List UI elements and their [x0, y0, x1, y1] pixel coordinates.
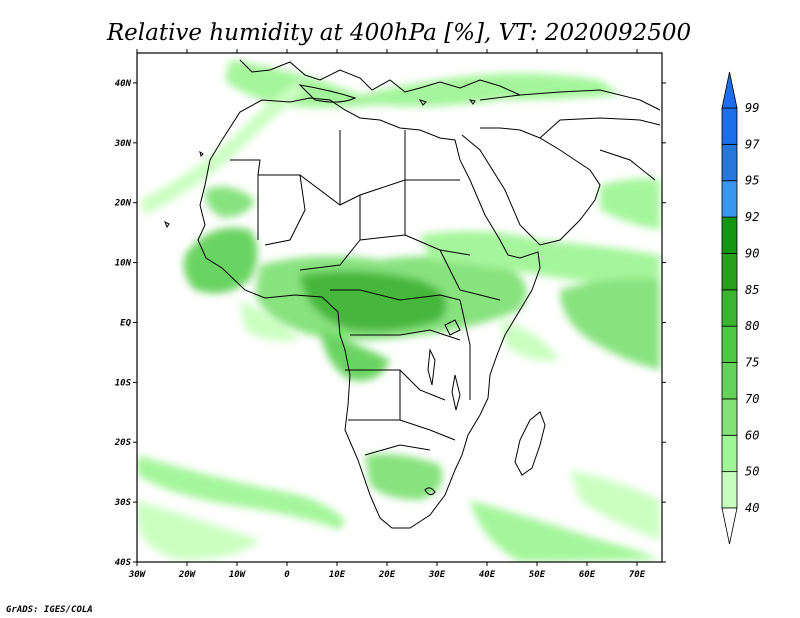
- colorbar-segment: [721, 253, 738, 291]
- colorbar-label: 90: [745, 246, 759, 260]
- colorbar-extend-high: [721, 71, 738, 109]
- lat-tick-label: 10N: [115, 259, 132, 269]
- colorbar-extend-low: [721, 507, 738, 545]
- colorbar-label: 97: [745, 137, 760, 151]
- humidity-patch-west-africa: [183, 227, 258, 294]
- colorbar-segment: [721, 180, 738, 218]
- humidity-patch-east: [420, 231, 660, 290]
- humidity-patch-atlantic-north: [140, 80, 305, 215]
- longitude-axis: 30W 20W 10W 0 10E 20E 30E 40E 50E 60E 70E: [128, 49, 646, 580]
- arabia-coastline: [461, 127, 601, 246]
- lat-tick-label: EQ: [120, 318, 131, 328]
- lon-tick-label: 60E: [579, 570, 596, 580]
- grads-credit: GrADS: IGES/COLA: [6, 605, 93, 615]
- latitude-axis: 40N 30N 20N 10N EQ 10S 20S 30S 40S: [114, 79, 666, 568]
- colorbar-segment: [721, 107, 738, 145]
- colorbar-label: 40: [745, 501, 759, 515]
- humidity-field: [137, 60, 660, 562]
- lon-tick-label: 30W: [128, 570, 147, 580]
- lon-tick-label: 50E: [529, 570, 546, 580]
- colorbar-label: 99: [745, 101, 759, 115]
- colorbar-label: 92: [745, 210, 759, 224]
- lon-tick-label: 30E: [428, 570, 446, 580]
- lat-tick-label: 20N: [114, 199, 132, 209]
- colorbar-label: 75: [745, 356, 759, 370]
- humidity-patch-south-africa: [365, 453, 443, 500]
- coastlines: [164, 59, 661, 529]
- lat-tick-label: 30S: [114, 498, 132, 508]
- colorbar-label: 60: [745, 428, 759, 442]
- colorbar-segment: [721, 325, 738, 363]
- humidity-patch-south-atlantic: [137, 455, 345, 530]
- colorbar-segment: [721, 143, 738, 182]
- plot-frame: [136, 52, 663, 563]
- humidity-patch-indian-ocean: [560, 278, 660, 370]
- colorbar-segment: [721, 471, 738, 509]
- lat-tick-label: 10S: [115, 378, 132, 388]
- lat-tick-label: 40N: [115, 79, 132, 89]
- africa-coastline: [197, 97, 541, 529]
- lake-victoria: [444, 319, 461, 336]
- map-title: Relative humidity at 400hPa [%], VT: 202…: [106, 20, 691, 46]
- colorbar: 40 50 60 70 75 80 85 90 92 95 97 99: [721, 71, 760, 545]
- colorbar-segment: [721, 434, 738, 473]
- colorbar-segment: [721, 216, 738, 254]
- colorbar-segment: [721, 398, 738, 436]
- lon-tick-label: 40E: [479, 570, 496, 580]
- colorbar-label: 80: [745, 319, 759, 333]
- colorbar-label: 85: [745, 283, 759, 297]
- madagascar-coastline: [514, 411, 546, 476]
- lat-tick-label: 40S: [115, 558, 132, 568]
- europe-coastline: [239, 59, 521, 96]
- lon-tick-label: 20E: [378, 570, 396, 580]
- lat-tick-label: 20S: [114, 438, 132, 448]
- colorbar-segment: [721, 362, 738, 400]
- lon-tick-label: 70E: [629, 570, 646, 580]
- colorbar-label: 70: [745, 392, 759, 406]
- lon-tick-label: 20W: [178, 570, 197, 580]
- colorbar-segment: [721, 289, 738, 327]
- lon-tick-label: 10W: [229, 570, 247, 580]
- lat-tick-label: 30N: [114, 139, 132, 149]
- humidity-patch-north: [225, 60, 620, 108]
- lon-tick-label: 10E: [329, 570, 346, 580]
- colorbar-label: 95: [745, 174, 759, 188]
- lon-tick-label: 0: [284, 570, 290, 580]
- colorbar-label: 50: [745, 465, 759, 479]
